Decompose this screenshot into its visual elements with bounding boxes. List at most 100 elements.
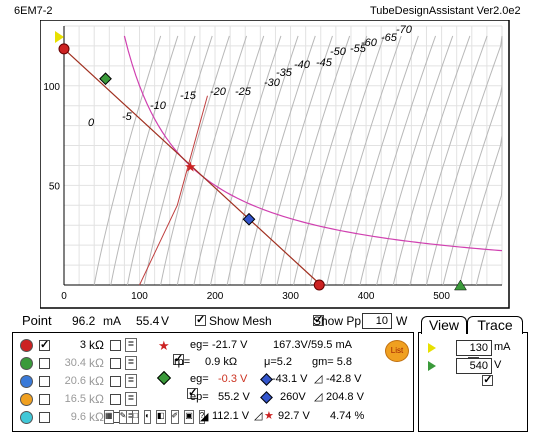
load-checkbox[interactable] xyxy=(39,357,50,369)
distortion-percent: 4.74 % xyxy=(330,410,365,422)
load-checkbox[interactable] xyxy=(39,393,50,405)
load-unit: kΩ xyxy=(89,392,104,406)
doc-icon[interactable]: ≣ xyxy=(124,392,137,406)
load-row[interactable]: 16.5 kΩ ≣ xyxy=(14,389,137,409)
help-icon[interactable]: ? xyxy=(198,410,206,424)
show-pp-checkbox[interactable] xyxy=(313,313,325,326)
trace-ma-input[interactable]: 130 xyxy=(456,340,492,356)
plate-curve xyxy=(475,35,503,286)
tool-rect-icon[interactable]: □ xyxy=(132,410,140,424)
x-tick-label: 200 xyxy=(207,291,224,302)
characteristic-chart[interactable]: 0 -5 -10 -15 -20 -25 -30-35-40 -45-50 -55-60 -65-… xyxy=(40,20,510,310)
curve-label: -40 xyxy=(294,59,311,71)
tab-trace[interactable]: Trace xyxy=(467,316,523,334)
trace-v-input[interactable]: 540 xyxy=(456,358,492,374)
rp-label: rp= xyxy=(174,356,191,368)
load-unit: kΩ xyxy=(89,374,104,388)
blue-plate-voltage: 260V xyxy=(280,391,306,403)
load-color-dot xyxy=(20,410,33,424)
load-color-dot xyxy=(20,356,33,370)
show-pp-label[interactable]: Show Pp xyxy=(313,314,362,328)
list-button[interactable]: List xyxy=(385,340,409,362)
show-mesh-label[interactable]: Show Mesh xyxy=(209,314,272,328)
ep-value: 55.2 V xyxy=(218,391,250,403)
y-tick-label: 50 xyxy=(49,181,61,192)
x-tick-label: 300 xyxy=(282,291,299,302)
triangle-icon: ◢ xyxy=(200,411,209,423)
load-line xyxy=(63,48,322,286)
load-option-checkbox[interactable] xyxy=(109,393,121,405)
delta-plate-voltage: 204.8 V xyxy=(326,391,364,403)
load-checkbox[interactable] xyxy=(39,411,50,423)
pp-input[interactable]: 10 xyxy=(362,313,392,329)
load-checkbox[interactable] xyxy=(39,338,50,351)
plate-curves xyxy=(93,35,503,286)
curve-labels: 0 -5 -10 -15 -20 -25 -30-35-40 -45-50 -55-60 -65-… xyxy=(88,24,413,129)
bias-curve xyxy=(139,95,208,286)
load-value[interactable]: 30.4 xyxy=(64,357,86,369)
tool-view-icon[interactable]: ◧ xyxy=(155,410,166,424)
tab-view[interactable]: View xyxy=(421,316,467,334)
plate-curve xyxy=(359,35,437,286)
eg2-label: eg= xyxy=(190,373,209,385)
curve-label: -65 xyxy=(381,32,398,44)
op-current: 59.5 mA xyxy=(311,339,352,351)
curve-label: -10 xyxy=(150,100,167,112)
secondary-checkbox[interactable] xyxy=(187,386,199,399)
rp-value: 0.9 kΩ xyxy=(205,356,238,368)
gm-value: gm= 5.8 xyxy=(312,356,353,368)
plate-curve xyxy=(392,35,471,286)
load-option-checkbox[interactable] xyxy=(109,357,121,369)
toolbar-strip[interactable]: ▦ ✎ □ ◐ ◧ ✐ ▣ ? xyxy=(100,410,206,424)
tool-copy-icon[interactable]: ▣ xyxy=(184,410,194,424)
delta-icon: ◿ xyxy=(314,373,323,385)
load-value[interactable]: 16.5 xyxy=(64,393,86,405)
y-cursor-marker[interactable] xyxy=(55,31,64,43)
load-checkbox[interactable] xyxy=(39,375,50,387)
doc-icon[interactable]: ≣ xyxy=(124,338,137,352)
tool-edit-icon[interactable]: ✐ xyxy=(170,410,180,424)
load-color-dot xyxy=(20,374,33,388)
x-tick-label: 400 xyxy=(358,291,375,302)
load-row[interactable]: 30.4 kΩ ≣ xyxy=(14,353,137,373)
plate-curve xyxy=(226,35,299,286)
point-label: Point xyxy=(22,313,52,328)
tube-name: 6EM7-2 xyxy=(14,5,53,17)
load-value[interactable]: 9.6 xyxy=(70,411,86,423)
plate-curve xyxy=(309,35,385,286)
delta-grid-voltage: -42.8 V xyxy=(326,373,362,385)
plate-curve xyxy=(276,35,351,286)
load-value[interactable]: 3 xyxy=(79,339,86,351)
load-option-checkbox[interactable] xyxy=(109,339,121,351)
blue-point xyxy=(242,212,256,226)
curve-label: -45 xyxy=(316,57,333,69)
doc-icon[interactable]: ≣ xyxy=(124,374,137,388)
curve-label: -15 xyxy=(180,90,197,102)
plate-curve xyxy=(409,35,488,286)
load-option-checkbox[interactable] xyxy=(109,375,121,387)
plate-curve xyxy=(259,35,333,286)
swing-voltage-2: 92.7 V xyxy=(278,410,310,422)
trace-v-checkbox[interactable] xyxy=(482,373,494,386)
star-icon: ★ xyxy=(158,338,170,353)
tool-wave-icon[interactable]: ◐ xyxy=(144,410,151,424)
load-color-dot xyxy=(20,338,33,352)
load-row[interactable]: 3kΩ ≣ xyxy=(14,335,137,355)
tool-grid-icon[interactable]: ▦ xyxy=(104,410,114,424)
plate-curve xyxy=(160,35,230,286)
show-mesh-checkbox[interactable] xyxy=(195,313,206,326)
plate-curve xyxy=(126,35,196,286)
point-v-unit: V xyxy=(161,314,170,328)
green-point xyxy=(99,72,112,86)
star-icon-2: ★ xyxy=(264,410,274,422)
load-row[interactable]: 20.6 kΩ ≣ xyxy=(14,371,137,391)
tool-pen-icon[interactable]: ✎ xyxy=(118,410,128,424)
curve-label: 0 xyxy=(88,117,95,129)
op-checkbox[interactable] xyxy=(173,352,184,365)
load-value[interactable]: 20.6 xyxy=(64,375,86,387)
load-unit: kΩ xyxy=(89,410,104,424)
curve-label: -30 xyxy=(264,77,281,89)
doc-icon[interactable]: ≣ xyxy=(124,356,137,370)
y-tick-label: 100 xyxy=(43,82,60,93)
x-tick-label: 0 xyxy=(61,291,67,302)
